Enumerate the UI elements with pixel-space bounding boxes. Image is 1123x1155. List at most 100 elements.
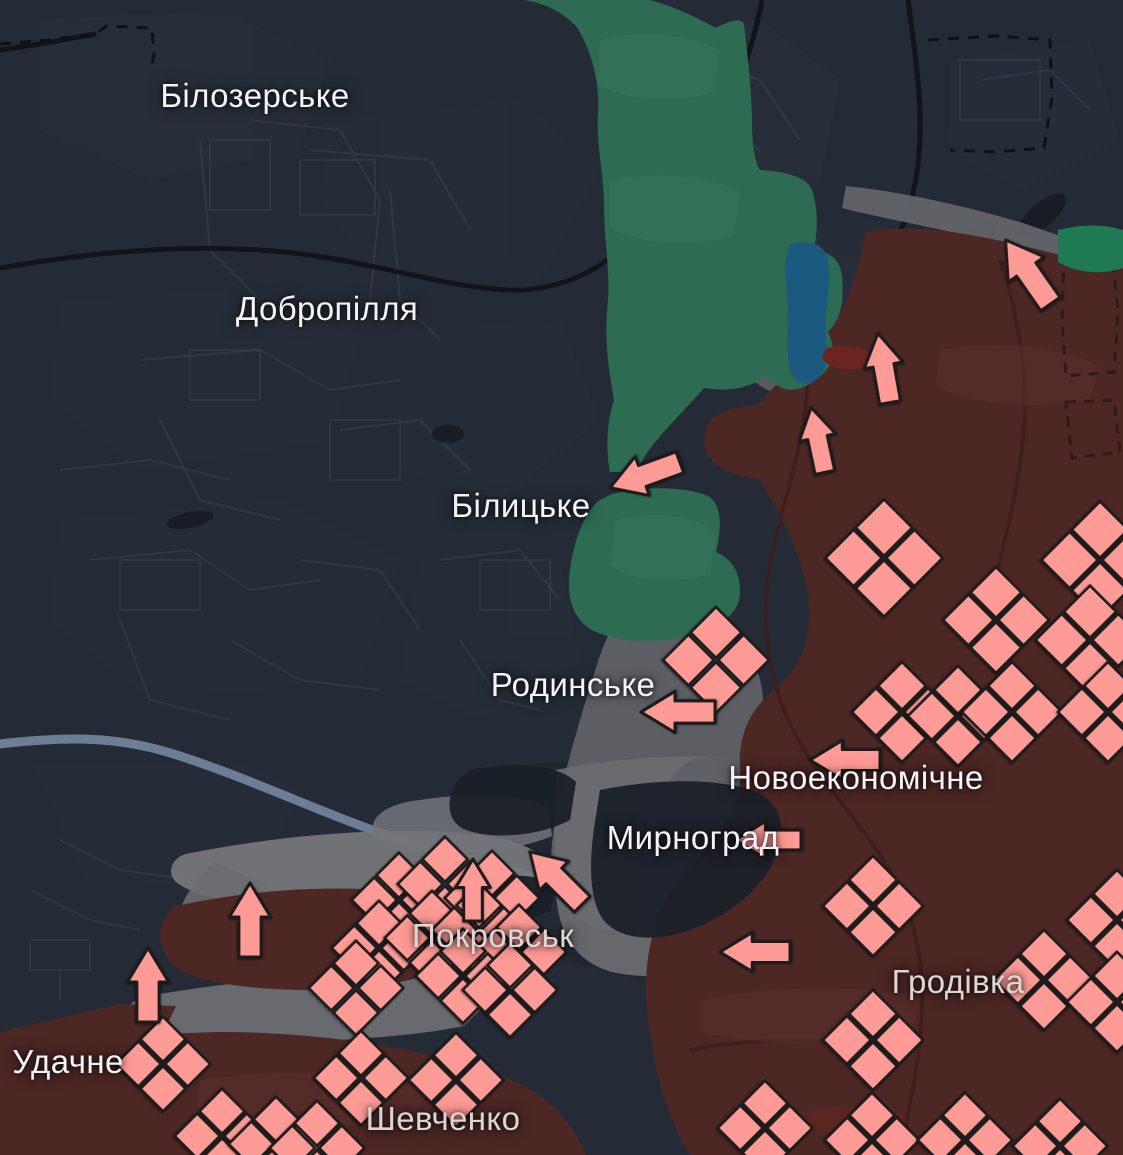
clash-marker-cell: [1012, 686, 1064, 738]
clash-marker-cell: [821, 880, 873, 932]
clash-marker-cell: [873, 880, 925, 932]
liberated-green-zone: [524, 0, 1123, 642]
builtup-areas: [449, 765, 782, 938]
clash-marker-cell: [292, 1098, 342, 1148]
clash-marker-cell: [854, 497, 914, 558]
clash-marker-cell: [740, 1128, 790, 1155]
assault-arrows-layer[interactable]: [125, 228, 1069, 1024]
clash-marker-cell: [740, 1078, 790, 1128]
arrow-north-kotlyne[interactable]: [859, 330, 910, 406]
arrow-north-mid[interactable]: [793, 404, 843, 476]
clash-marker-cell: [996, 592, 1051, 648]
clash-marker-cell: [941, 592, 996, 648]
arrow-west-rodynske[interactable]: [639, 689, 717, 735]
clash-marker[interactable]: [992, 928, 1096, 1032]
clash-marker-cell: [113, 1039, 163, 1089]
clash-marker[interactable]: [460, 940, 560, 1040]
clash-marker-cell: [847, 906, 899, 958]
clash-marker[interactable]: [113, 1014, 213, 1114]
clash-marker-cell: [431, 1080, 481, 1130]
clash-marker-cell: [915, 1115, 965, 1155]
clash-marker[interactable]: [1056, 660, 1123, 764]
clash-marker-cell: [872, 1115, 922, 1155]
clash-marker-cell: [968, 620, 1024, 675]
clash-marker-cell: [438, 926, 488, 976]
clash-marker-cell: [1091, 950, 1123, 1002]
clash-marker-cell: [1070, 499, 1123, 560]
clash-marker[interactable]: [941, 565, 1051, 675]
clash-marker[interactable]: [821, 988, 925, 1092]
clash-marker-cell: [1039, 530, 1100, 590]
clash-marker-cell: [960, 686, 1012, 738]
clash-marker-cell: [1010, 1121, 1060, 1155]
clash-marker-cell: [460, 965, 510, 1015]
clash-marker-cell: [1100, 530, 1123, 590]
clash-marker-cell: [1091, 868, 1123, 920]
clash-marker-cell: [361, 1053, 411, 1103]
clash-marker-cell: [992, 954, 1044, 1006]
clash-marker[interactable]: [406, 1030, 506, 1130]
clash-marker[interactable]: [960, 660, 1064, 764]
clash-marker-cell: [267, 1123, 317, 1155]
clash-marker[interactable]: [822, 1090, 922, 1155]
clash-marker[interactable]: [1065, 950, 1123, 1054]
arrow-northeast-pokrovsk[interactable]: [515, 837, 597, 919]
clash-marker-cell: [847, 988, 899, 1040]
clash-marker-cell: [494, 902, 544, 952]
clash-marker-cell: [940, 1090, 990, 1140]
clash-marker[interactable]: [1010, 1096, 1110, 1155]
clash-markers-layer[interactable]: [113, 497, 1123, 1155]
clash-marker[interactable]: [715, 1078, 815, 1155]
clash-marker-cell: [1033, 612, 1090, 668]
clash-marker[interactable]: [1065, 868, 1123, 972]
arrow-west-pokrovsk-south[interactable]: [718, 930, 792, 974]
arrow-northeast-upper[interactable]: [988, 228, 1069, 317]
clash-marker-cell: [850, 686, 902, 738]
clash-marker-cell: [688, 605, 744, 660]
clash-marker-cell: [1108, 686, 1123, 738]
clash-marker-cell: [331, 988, 381, 1038]
arrow-north-udachne[interactable]: [125, 946, 171, 1024]
clash-marker-cell: [510, 965, 560, 1015]
arrow-north-pokrovsk[interactable]: [454, 857, 492, 923]
clash-marker[interactable]: [823, 497, 945, 619]
clash-marker-cell: [986, 660, 1038, 712]
clash-marker-cell: [138, 1014, 188, 1064]
clash-marker-cell: [1091, 1002, 1123, 1054]
clash-marker-cell: [485, 940, 535, 990]
clash-marker[interactable]: [306, 938, 406, 1038]
clash-marker[interactable]: [661, 605, 771, 715]
clash-marker-cell: [823, 528, 884, 588]
clash-marker-cell: [1082, 660, 1123, 712]
clash-marker-cell: [431, 1030, 481, 1080]
recent-blue-zone: [785, 242, 830, 384]
clash-marker-cell: [847, 1090, 897, 1140]
clash-marker[interactable]: [311, 1028, 411, 1128]
arrow-north-udachne-east[interactable]: [227, 881, 273, 959]
clash-marker-cell: [876, 660, 928, 712]
clash-marker-cell: [356, 963, 406, 1013]
clash-marker-cell: [854, 558, 914, 619]
clash-marker-cell: [1018, 980, 1070, 1032]
arrow-west-bilytske[interactable]: [603, 443, 687, 507]
arrow-west-myrnohrad[interactable]: [733, 820, 803, 860]
clash-marker-cell: [519, 927, 569, 977]
clash-marker[interactable]: [267, 1098, 367, 1155]
clash-marker-cell: [317, 1123, 367, 1155]
clash-marker-cell: [876, 712, 928, 764]
clash-marker-cell: [1090, 612, 1123, 668]
arrow-west-novoekonomichne[interactable]: [808, 738, 882, 782]
clash-marker-cell: [1035, 1096, 1085, 1146]
clash-marker-cell: [965, 1115, 1015, 1155]
clash-marker-cell: [336, 1078, 386, 1128]
clash-marker[interactable]: [915, 1090, 1015, 1155]
clash-marker-cell: [456, 1055, 506, 1105]
clash-marker-cell: [906, 690, 958, 742]
clash-marker[interactable]: [821, 854, 925, 958]
clash-marker-cell: [1062, 583, 1118, 640]
clash-marker-cell: [382, 913, 432, 963]
clash-marker-cell: [1018, 928, 1070, 980]
clash-marker-cell: [847, 1040, 899, 1092]
